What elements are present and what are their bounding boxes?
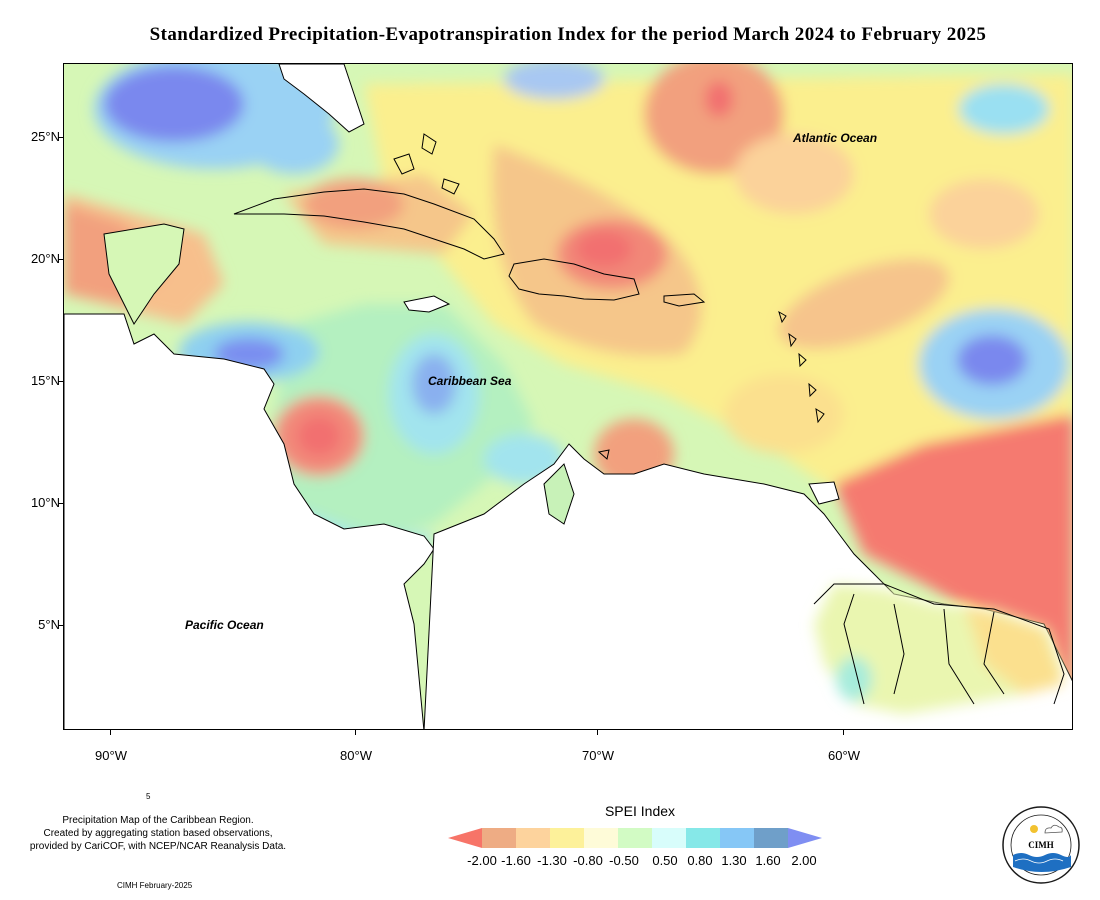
legend-swatch [686, 828, 720, 848]
legend-swatch [720, 828, 754, 848]
lat-label-15n: 15°N [30, 373, 60, 388]
legend-arrow-low [448, 828, 482, 848]
legend-colorbar [448, 828, 822, 848]
legend-tick-label: -0.80 [573, 853, 603, 868]
lat-tick [58, 381, 63, 382]
credit-line-1: Precipitation Map of the Caribbean Regio… [62, 815, 254, 826]
stray-mark: 5 [146, 792, 151, 801]
lon-tick [843, 730, 844, 735]
pacific-ocean-label: Pacific Ocean [185, 618, 264, 632]
legend-swatch [550, 828, 584, 848]
credit-line-3: provided by CariCOF, with NCEP/NCAR Rean… [29, 841, 287, 852]
legend-title: SPEI Index [604, 803, 676, 819]
lon-tick [355, 730, 356, 735]
legend-arrow-high [788, 828, 822, 848]
lon-label-70w: 70°W [582, 748, 614, 763]
legend-swatch [516, 828, 550, 848]
legend-swatch [584, 828, 618, 848]
lat-tick [58, 259, 63, 260]
atlantic-ocean-label: Atlantic Ocean [793, 131, 878, 145]
island-hispaniola [508, 258, 640, 301]
legend-swatch [652, 828, 686, 848]
legend-tick-label: 1.60 [755, 853, 781, 868]
island-cuba [233, 188, 505, 260]
logo-name: CIMH [1028, 840, 1054, 850]
credit-block: Precipitation Map of the Caribbean Regio… [8, 814, 308, 853]
island-trinidad [808, 481, 840, 505]
legend-tick-label: -0.50 [609, 853, 639, 868]
lat-tick [58, 503, 63, 504]
credit-date: CIMH February-2025 [117, 881, 193, 890]
caribbean-sea-label: Caribbean Sea [428, 374, 512, 388]
credit-line-2: Created by aggregating station based obs… [43, 828, 273, 839]
cimh-logo: CIMH [1002, 806, 1080, 884]
land-yucatan [103, 223, 185, 325]
lat-tick [58, 625, 63, 626]
legend-tick-label: 0.80 [687, 853, 713, 868]
legend-tick-label: -1.30 [537, 853, 567, 868]
land-florida [278, 64, 365, 133]
lat-label-10n: 10°N [30, 495, 60, 510]
island-puerto-rico [663, 293, 706, 307]
caribbean-islands [233, 133, 840, 505]
island-bahamas-3 [441, 178, 460, 195]
legend-swatch [754, 828, 788, 848]
lat-tick [58, 137, 63, 138]
land-maracaibo [543, 463, 575, 525]
legend-tick-label: -2.00 [467, 853, 497, 868]
island-bahamas-1 [393, 153, 415, 175]
legend-tick-label: -1.60 [501, 853, 531, 868]
lat-label-25n: 25°N [30, 129, 60, 144]
lon-tick [597, 730, 598, 735]
spei-field [64, 64, 1072, 729]
legend-tick-label: 0.50 [652, 853, 678, 868]
sun-icon [1030, 825, 1038, 833]
cloud-icon [1044, 824, 1063, 834]
lon-label-80w: 80°W [340, 748, 372, 763]
guianas-field [814, 584, 1064, 714]
island-jamaica [403, 295, 451, 313]
lon-tick [110, 730, 111, 735]
map-title: Standardized Precipitation-Evapotranspir… [149, 24, 987, 45]
lon-label-90w: 90°W [95, 748, 127, 763]
spei-map [64, 64, 1072, 729]
island-bahamas-2 [421, 133, 437, 155]
legend-swatch [618, 828, 652, 848]
map-panel [63, 63, 1073, 730]
legend-tick-label: 1.30 [721, 853, 747, 868]
legend-swatch [482, 828, 516, 848]
lat-label-20n: 20°N [30, 251, 60, 266]
borders-guianas [813, 583, 1065, 705]
lat-label-5n: 5°N [38, 617, 60, 632]
lon-label-60w: 60°W [828, 748, 860, 763]
legend-tick-label: 2.00 [791, 853, 817, 868]
land-central-america [64, 313, 435, 729]
